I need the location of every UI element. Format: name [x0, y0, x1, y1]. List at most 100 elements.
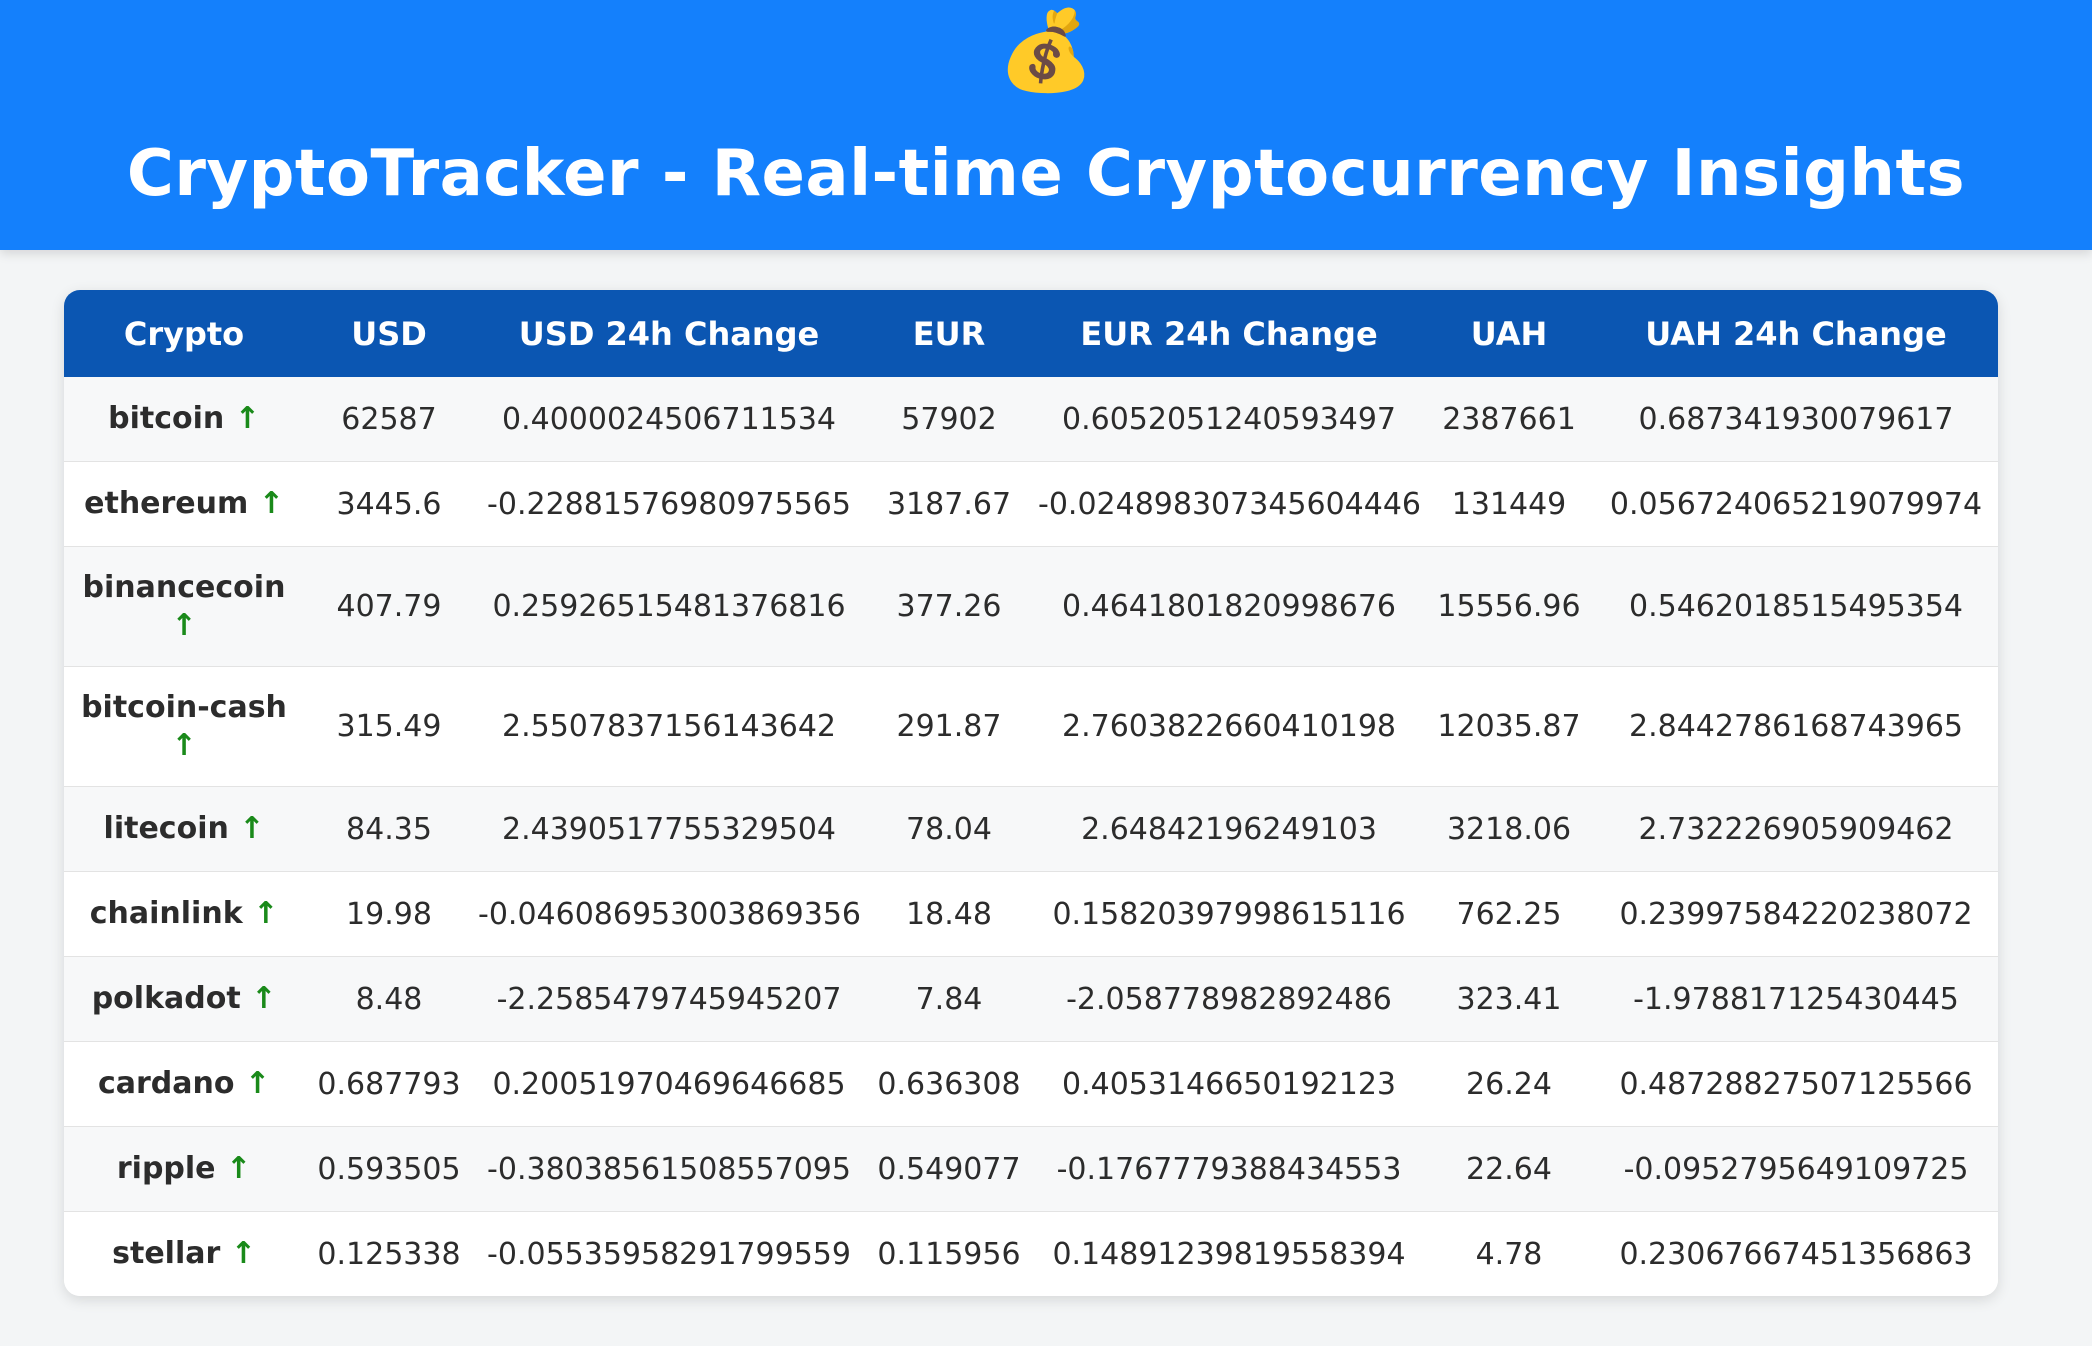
uah-change: 0.056724065219079974 — [1594, 461, 1998, 547]
uah-change: 2.8442786168743965 — [1594, 666, 1998, 787]
table-row: litecoin ↑ 84.35 2.4390517755329504 78.0… — [64, 786, 1998, 872]
crypto-name-cell: cardano ↑ — [64, 1041, 304, 1127]
table-row: ripple ↑ 0.593505 -0.38038561508557095 0… — [64, 1126, 1998, 1212]
column-header-eur-change[interactable]: EUR 24h Change — [1034, 290, 1424, 377]
usd-change: 2.4390517755329504 — [474, 786, 864, 872]
usd-change: -2.2585479745945207 — [474, 956, 864, 1042]
trend-up-icon: ↑ — [253, 896, 279, 931]
usd-change: 0.20051970469646685 — [474, 1041, 864, 1127]
table-row: cardano ↑ 0.687793 0.20051970469646685 0… — [64, 1041, 1998, 1127]
usd-price: 84.35 — [304, 786, 474, 872]
eur-change: 0.14891239819558394 — [1034, 1211, 1424, 1296]
crypto-name[interactable]: ripple — [116, 1151, 216, 1186]
column-header-eur[interactable]: EUR — [864, 290, 1034, 377]
usd-price: 0.125338 — [304, 1211, 474, 1296]
eur-change: -2.058778982892486 — [1034, 956, 1424, 1042]
eur-change: -0.1767779388434553 — [1034, 1126, 1424, 1212]
crypto-name[interactable]: chainlink — [89, 896, 243, 931]
crypto-name[interactable]: binancecoin — [82, 569, 286, 605]
table-row: polkadot ↑ 8.48 -2.2585479745945207 7.84… — [64, 956, 1998, 1042]
uah-price: 15556.96 — [1424, 546, 1594, 667]
uah-price: 131449 — [1424, 461, 1594, 547]
eur-price: 0.115956 — [864, 1211, 1034, 1296]
crypto-name[interactable]: bitcoin — [108, 401, 225, 436]
crypto-name-cell: bitcoin-cash ↑ — [64, 666, 304, 787]
usd-change: 0.25926515481376816 — [474, 546, 864, 667]
table-header-row: Crypto USD USD 24h Change EUR EUR 24h Ch… — [64, 290, 1998, 377]
trend-up-icon: ↑ — [171, 607, 197, 643]
crypto-name[interactable]: litecoin — [103, 811, 229, 846]
trend-up-icon: ↑ — [258, 486, 284, 521]
trend-up-icon: ↑ — [171, 727, 197, 763]
usd-price: 315.49 — [304, 666, 474, 787]
uah-price: 323.41 — [1424, 956, 1594, 1042]
crypto-name-cell: polkadot ↑ — [64, 956, 304, 1042]
uah-price: 12035.87 — [1424, 666, 1594, 787]
uah-change: -0.0952795649109725 — [1594, 1126, 1998, 1212]
eur-change: 0.4053146650192123 — [1034, 1041, 1424, 1127]
uah-change: 0.23997584220238072 — [1594, 871, 1998, 957]
table-row: stellar ↑ 0.125338 -0.05535958291799559 … — [64, 1211, 1998, 1296]
table-row: binancecoin ↑ 407.79 0.25926515481376816 … — [64, 546, 1998, 667]
crypto-name[interactable]: bitcoin-cash — [81, 689, 287, 725]
uah-change: -1.978817125430445 — [1594, 956, 1998, 1042]
usd-change: -0.22881576980975565 — [474, 461, 864, 547]
usd-change: 0.4000024506711534 — [474, 377, 864, 462]
eur-change: 0.6052051240593497 — [1034, 377, 1424, 462]
page-title: CryptoTracker - Real-time Cryptocurrency… — [126, 137, 1966, 211]
trend-up-icon: ↑ — [251, 981, 277, 1016]
eur-price: 0.549077 — [864, 1126, 1034, 1212]
usd-change: 2.5507837156143642 — [474, 666, 864, 787]
eur-change: 0.4641801820998676 — [1034, 546, 1424, 667]
eur-price: 0.636308 — [864, 1041, 1034, 1127]
column-header-uah-change[interactable]: UAH 24h Change — [1594, 290, 1998, 377]
uah-change: 0.5462018515495354 — [1594, 546, 1998, 667]
table-row: chainlink ↑ 19.98 -0.046086953003869356 … — [64, 871, 1998, 957]
column-header-uah[interactable]: UAH — [1424, 290, 1594, 377]
usd-price: 407.79 — [304, 546, 474, 667]
eur-change: 0.15820397998615116 — [1034, 871, 1424, 957]
crypto-table: Crypto USD USD 24h Change EUR EUR 24h Ch… — [64, 290, 1998, 1296]
crypto-name[interactable]: cardano — [97, 1066, 235, 1101]
eur-price: 18.48 — [864, 871, 1034, 957]
eur-price: 3187.67 — [864, 461, 1034, 547]
column-header-crypto[interactable]: Crypto — [64, 290, 304, 377]
column-header-usd[interactable]: USD — [304, 290, 474, 377]
crypto-name-cell: ripple ↑ — [64, 1126, 304, 1212]
usd-change: -0.046086953003869356 — [474, 871, 864, 957]
crypto-name-cell: bitcoin ↑ — [64, 377, 304, 462]
crypto-name[interactable]: ethereum — [84, 486, 249, 521]
crypto-name[interactable]: polkadot — [91, 981, 241, 1016]
usd-price: 3445.6 — [304, 461, 474, 547]
crypto-name-cell: binancecoin ↑ — [64, 546, 304, 667]
uah-change: 2.732226905909462 — [1594, 786, 1998, 872]
eur-change: 2.7603822660410198 — [1034, 666, 1424, 787]
column-header-usd-change[interactable]: USD 24h Change — [474, 290, 864, 377]
uah-change: 0.23067667451356863 — [1594, 1211, 1998, 1296]
table-row: ethereum ↑ 3445.6 -0.22881576980975565 3… — [64, 461, 1998, 547]
uah-change: 0.687341930079617 — [1594, 377, 1998, 462]
app-header: 💰 CryptoTracker - Real-time Cryptocurren… — [0, 0, 2092, 250]
money-bag-icon: 💰 — [997, 6, 1095, 96]
trend-up-icon: ↑ — [244, 1066, 271, 1101]
uah-price: 22.64 — [1424, 1126, 1594, 1212]
uah-price: 3218.06 — [1424, 786, 1594, 872]
eur-price: 57902 — [864, 377, 1034, 462]
uah-price: 26.24 — [1424, 1041, 1594, 1127]
uah-price: 762.25 — [1424, 871, 1594, 957]
crypto-name-cell: ethereum ↑ — [64, 461, 304, 547]
usd-price: 0.593505 — [304, 1126, 474, 1212]
crypto-name[interactable]: stellar — [112, 1236, 221, 1271]
eur-price: 377.26 — [864, 546, 1034, 667]
table-row: bitcoin-cash ↑ 315.49 2.5507837156143642 … — [64, 666, 1998, 787]
uah-price: 4.78 — [1424, 1211, 1594, 1296]
usd-price: 19.98 — [304, 871, 474, 957]
usd-change: -0.38038561508557095 — [474, 1126, 864, 1212]
usd-price: 8.48 — [304, 956, 474, 1042]
eur-price: 7.84 — [864, 956, 1034, 1042]
trend-up-icon: ↑ — [225, 1151, 252, 1186]
usd-price: 0.687793 — [304, 1041, 474, 1127]
crypto-name-cell: litecoin ↑ — [64, 786, 304, 872]
eur-price: 78.04 — [864, 786, 1034, 872]
crypto-name-cell: chainlink ↑ — [64, 871, 304, 957]
